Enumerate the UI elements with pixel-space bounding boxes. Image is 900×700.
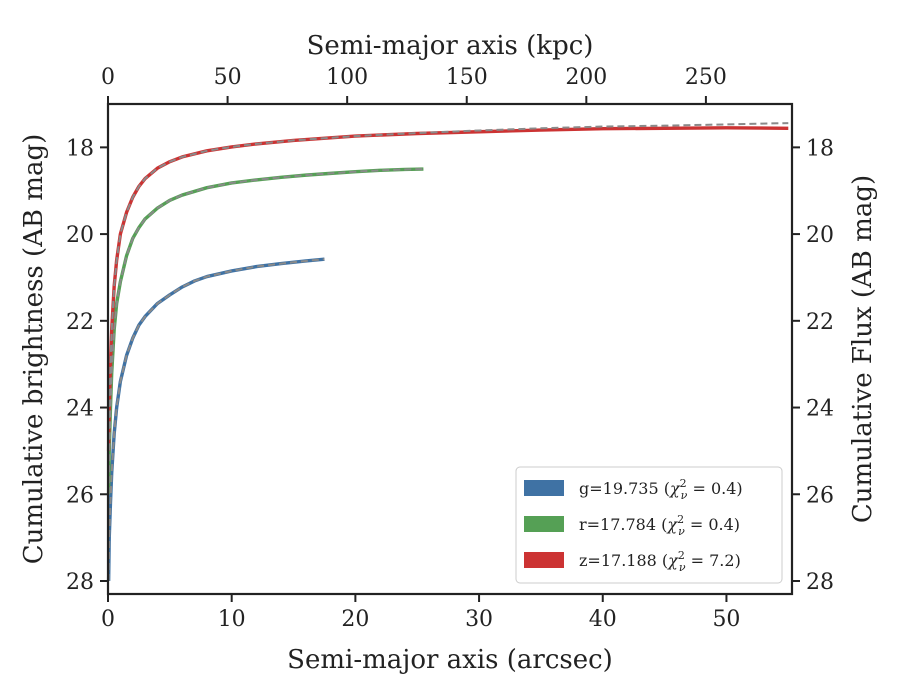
- model-curve-2: [107, 122, 789, 451]
- model-curves-layer: [107, 122, 789, 582]
- x2-tick-label-3: 150: [446, 65, 488, 90]
- y2-tick-label-1: 20: [806, 223, 834, 248]
- x-tick-label-3: 30: [465, 607, 493, 632]
- x-tick-label-4: 40: [589, 607, 617, 632]
- x2-tick-label-0: 0: [101, 65, 115, 90]
- y-tick-label-0: 18: [66, 136, 94, 161]
- legend-swatch-1: [524, 516, 564, 532]
- series-line-0: [106, 257, 325, 582]
- y2-tick-label-2: 22: [806, 310, 834, 335]
- legend: g=19.735 (χ2 ν = 0.4) r=17.784 (χ2 ν = 0.4)…: [515, 466, 783, 584]
- legend-label-1: r=17.784 (χ2 ν = 0.4): [579, 513, 740, 538]
- x-tick-label-1: 10: [218, 607, 246, 632]
- legend-label-0: g=19.735 (χ2 ν = 0.4): [579, 477, 743, 502]
- series-line-2: [106, 126, 789, 451]
- model-curve-0: [107, 258, 325, 582]
- x-tick-label-0: 0: [101, 607, 115, 632]
- legend-swatch-2: [524, 552, 564, 568]
- plot-frame: [106, 102, 794, 596]
- y-tick-label-1: 20: [66, 223, 94, 248]
- x2-tick-label-4: 200: [565, 65, 607, 90]
- legend-swatch-0: [524, 480, 564, 496]
- y2-tick-label-0: 18: [806, 136, 834, 161]
- x2-tick-label-5: 250: [685, 65, 727, 90]
- y-tick-label-4: 26: [66, 483, 94, 508]
- x-tick-label-5: 50: [712, 607, 740, 632]
- legend-box: [515, 466, 783, 584]
- y-tick-label-5: 28: [66, 570, 94, 595]
- x2-tick-label-1: 50: [214, 65, 242, 90]
- y-axis-label: Cumulative brightness (AB mag): [19, 134, 49, 565]
- y-tick-label-2: 22: [66, 310, 94, 335]
- model-curve-1: [107, 168, 424, 495]
- y2-axis-label: Cumulative Flux (AB mag): [848, 175, 878, 523]
- series-line-1: [106, 167, 424, 495]
- x2-tick-label-2: 100: [326, 65, 368, 90]
- y-tick-label-3: 24: [66, 397, 94, 422]
- y2-tick-label-5: 28: [806, 570, 834, 595]
- x-axis-label: Semi-major axis (arcsec): [287, 645, 613, 675]
- legend-label-2: z=17.188 (χ2 ν = 7.2): [579, 549, 741, 574]
- x-tick-label-2: 20: [341, 607, 369, 632]
- y2-tick-label-3: 24: [806, 397, 834, 422]
- ticks-layer: 0 10 20 30 40 50 0 50 100 150 200 250 18 18 20 20 22 22 24…: [66, 65, 834, 632]
- y2-tick-label-4: 26: [806, 483, 834, 508]
- x2-axis-label: Semi-major axis (kpc): [307, 31, 594, 61]
